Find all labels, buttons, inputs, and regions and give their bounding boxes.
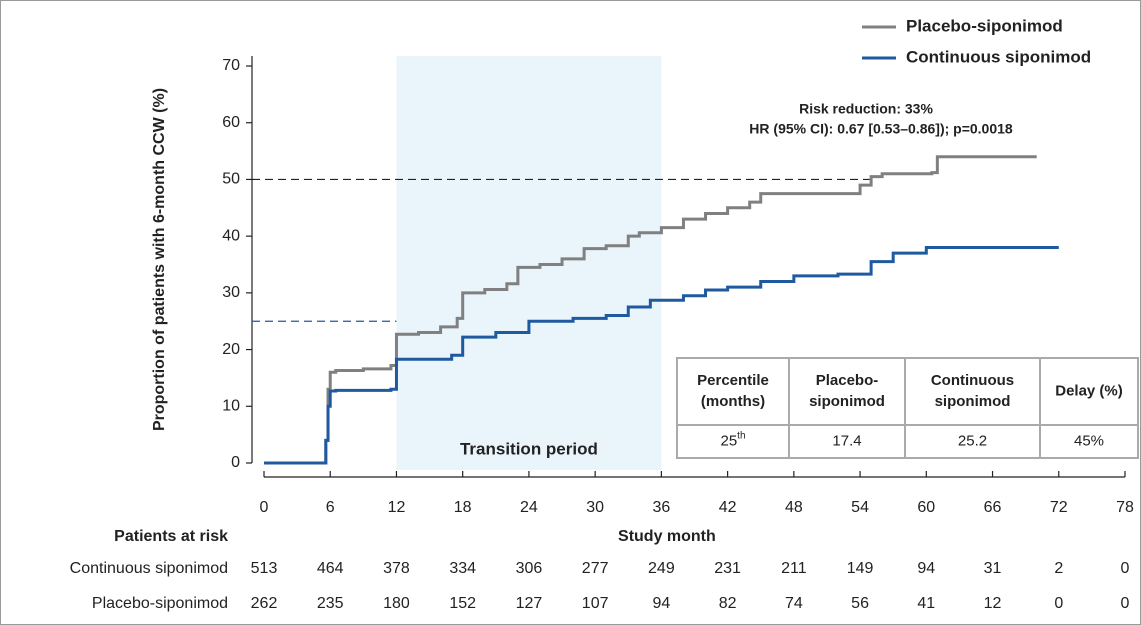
table-cell: 17.4 <box>832 432 861 449</box>
risk-table-title: Patients at risk <box>114 528 228 545</box>
risk-value: 2 <box>1054 560 1063 577</box>
table-header: Percentile <box>697 372 769 389</box>
risk-value: 277 <box>582 560 609 577</box>
risk-value: 41 <box>917 595 935 612</box>
annotation: HR (95% CI): 0.67 [0.53–0.86]); p=0.0018 <box>749 121 1013 137</box>
table-header: Delay (%) <box>1055 382 1123 399</box>
risk-value: 56 <box>851 595 869 612</box>
risk-value: 231 <box>714 560 741 577</box>
table-bg <box>676 357 1139 459</box>
shaded-label: Transition period <box>460 439 598 458</box>
risk-value: 0 <box>1121 560 1130 577</box>
x-tick-label: 48 <box>785 499 803 516</box>
risk-value: 378 <box>383 560 410 577</box>
risk-value: 94 <box>917 560 935 577</box>
x-tick-label: 30 <box>586 499 604 516</box>
legend-label: Continuous siponimod <box>906 47 1091 66</box>
x-tick-label: 54 <box>851 499 869 516</box>
risk-value: 235 <box>317 595 344 612</box>
x-tick-label: 72 <box>1050 499 1068 516</box>
annotation: Risk reduction: 33% <box>799 101 933 117</box>
risk-value: 94 <box>652 595 670 612</box>
risk-value: 107 <box>582 595 609 612</box>
risk-row-name: Placebo-siponimod <box>92 595 228 612</box>
y-tick-label: 40 <box>222 227 240 244</box>
x-tick-label: 0 <box>260 499 269 516</box>
step-line <box>264 245 1059 465</box>
risk-value: 12 <box>984 595 1002 612</box>
y-axis-label: Proportion of patients with 6-month CCW … <box>151 88 168 431</box>
legend-label: Placebo-siponimod <box>906 16 1063 35</box>
y-tick-label: 50 <box>222 171 240 188</box>
table-cell: 25th <box>720 430 745 449</box>
x-axis-label: Study month <box>618 528 716 545</box>
risk-value: 249 <box>648 560 675 577</box>
table-cell-sup: th <box>737 430 745 441</box>
x-tick-label: 24 <box>520 499 538 516</box>
x-tick-label: 60 <box>917 499 935 516</box>
risk-value: 513 <box>251 560 278 577</box>
risk-value: 0 <box>1121 595 1130 612</box>
table-header: (months) <box>701 393 765 410</box>
shaded-region <box>396 56 662 470</box>
risk-value: 82 <box>719 595 737 612</box>
x-tick-label: 66 <box>984 499 1002 516</box>
risk-value: 127 <box>516 595 543 612</box>
y-tick-label: 20 <box>222 341 240 358</box>
table-cell-base: 25 <box>720 432 737 449</box>
table-header: siponimod <box>935 393 1011 410</box>
x-tick-label: 78 <box>1116 499 1134 516</box>
table-header: siponimod <box>809 393 885 410</box>
table-cell: 25.2 <box>958 432 987 449</box>
table-header: Continuous <box>931 372 1014 389</box>
risk-value: 31 <box>984 560 1002 577</box>
risk-value: 74 <box>785 595 803 612</box>
risk-value: 262 <box>251 595 278 612</box>
y-tick-label: 10 <box>222 398 240 415</box>
x-tick-label: 36 <box>652 499 670 516</box>
x-tick-label: 18 <box>454 499 472 516</box>
y-tick-label: 30 <box>222 284 240 301</box>
y-tick-label: 60 <box>222 114 240 131</box>
x-tick-label: 42 <box>719 499 737 516</box>
risk-value: 149 <box>847 560 874 577</box>
risk-value: 0 <box>1054 595 1063 612</box>
risk-value: 334 <box>449 560 476 577</box>
step-line <box>264 155 1037 465</box>
risk-value: 211 <box>781 560 807 577</box>
risk-value: 180 <box>383 595 410 612</box>
x-tick-label: 6 <box>326 499 335 516</box>
y-tick-label: 0 <box>231 454 240 471</box>
risk-value: 306 <box>516 560 543 577</box>
x-tick-label: 12 <box>388 499 406 516</box>
risk-value: 152 <box>449 595 476 612</box>
risk-value: 464 <box>317 560 344 577</box>
table-cell: 45% <box>1074 432 1104 449</box>
y-tick-label: 70 <box>222 57 240 74</box>
risk-row-name: Continuous siponimod <box>70 560 228 577</box>
table-header: Placebo- <box>816 372 879 389</box>
